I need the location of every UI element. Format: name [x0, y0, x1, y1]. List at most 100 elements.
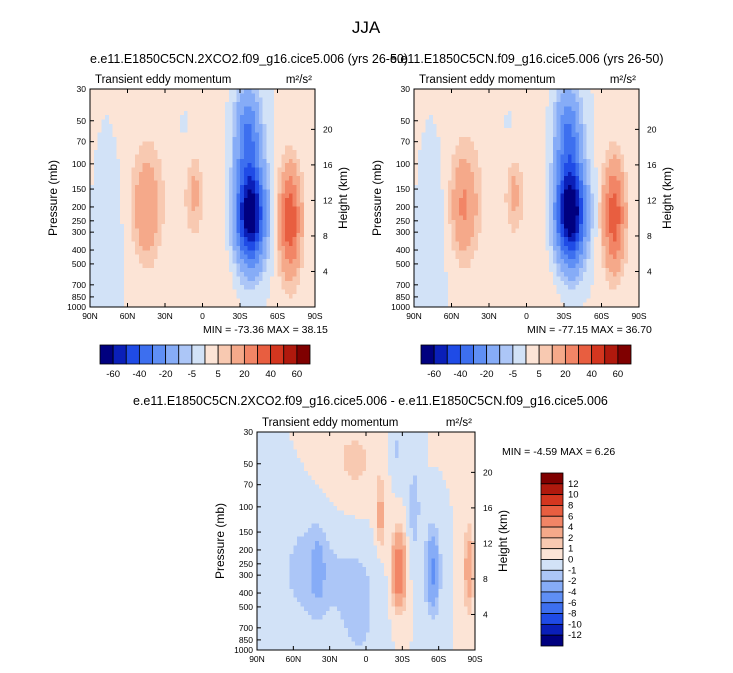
- field-cell: [292, 298, 297, 304]
- field-cell: [620, 115, 625, 121]
- field-cell: [277, 123, 282, 129]
- field-cell: [101, 211, 106, 217]
- field-cell: [183, 280, 189, 286]
- field-cell: [131, 89, 136, 94]
- field-cell: [247, 285, 252, 291]
- field-cell: [90, 93, 95, 99]
- field-cell: [243, 241, 249, 247]
- field-cell: [444, 176, 449, 182]
- field-cell: [530, 97, 535, 103]
- field-cell: [187, 198, 192, 203]
- field-cell: [221, 280, 226, 286]
- field-cell: [236, 158, 241, 164]
- field-cell: [97, 193, 102, 199]
- field-cell: [519, 97, 524, 103]
- field-cell: [421, 93, 426, 99]
- field-cell: [285, 211, 290, 217]
- field-cell: [549, 171, 554, 177]
- field-cell: [447, 132, 453, 138]
- field-cell: [228, 89, 234, 94]
- field-cell: [150, 158, 155, 164]
- field-cell: [202, 93, 207, 99]
- field-cell: [135, 259, 140, 264]
- field-cell: [112, 263, 117, 269]
- field-cell: [195, 245, 200, 251]
- field-cell: [232, 89, 237, 94]
- field-cell: [609, 158, 614, 164]
- field-cell: [127, 150, 132, 155]
- field-cell: [206, 115, 211, 121]
- field-cell: [108, 167, 114, 173]
- field-cell: [541, 198, 546, 203]
- field-cell: [616, 110, 621, 116]
- field-cell: [232, 163, 237, 169]
- field-cell: [97, 145, 102, 151]
- field-cell: [176, 206, 181, 212]
- field-cell: [202, 184, 207, 190]
- field-cell: [597, 202, 603, 208]
- field-cell: [511, 102, 516, 108]
- field-cell: [108, 250, 114, 256]
- field-cell: [459, 119, 464, 125]
- field-cell: [504, 167, 509, 173]
- field-cell: [273, 250, 279, 256]
- field-cell: [187, 163, 192, 169]
- field-cell: [232, 198, 237, 203]
- field-cell: [526, 145, 531, 151]
- field-cell: [417, 141, 423, 147]
- field-cell: [511, 163, 516, 169]
- field-cell: [191, 93, 196, 99]
- field-cell: [93, 293, 99, 299]
- field-cell: [251, 93, 256, 99]
- field-cell: [515, 219, 520, 225]
- field-cell: [526, 97, 531, 103]
- field-cell: [236, 237, 241, 243]
- field-cell: [564, 150, 569, 155]
- field-cell: [180, 211, 185, 217]
- field-cell: [116, 267, 121, 273]
- field-cell: [266, 206, 271, 212]
- field-cell: [292, 285, 297, 291]
- field-cell: [195, 228, 200, 234]
- field-cell: [251, 158, 256, 164]
- field-cell: [303, 202, 309, 208]
- field-cell: [240, 167, 245, 173]
- field-cell: [481, 158, 486, 164]
- field-cell: [292, 128, 297, 134]
- field-cell: [466, 215, 471, 221]
- field-cell: [183, 302, 189, 308]
- field-cell: [228, 128, 234, 134]
- field-cell: [225, 215, 230, 221]
- field-cell: [519, 211, 524, 217]
- field-cell: [444, 132, 449, 138]
- field-cell: [586, 154, 591, 160]
- field-cell: [157, 136, 162, 142]
- field-cell: [500, 141, 505, 147]
- field-cell: [300, 237, 305, 243]
- field-cell: [605, 154, 610, 160]
- field-cell: [300, 245, 305, 251]
- field-cell: [522, 132, 528, 138]
- field-cell: [225, 280, 230, 286]
- field-cell: [101, 141, 106, 147]
- field-cell: [93, 102, 99, 108]
- field-cell: [285, 102, 290, 108]
- field-cell: [541, 119, 546, 125]
- field-cell: [210, 128, 215, 134]
- field-cell: [116, 123, 121, 129]
- field-cell: [451, 145, 456, 151]
- field-cell: [157, 176, 162, 182]
- field-cell: [105, 276, 110, 282]
- field-cell: [97, 128, 102, 134]
- field-cell: [436, 189, 441, 195]
- field-cell: [142, 128, 147, 134]
- field-cell: [590, 115, 595, 121]
- field-cell: [90, 110, 95, 116]
- field-cell: [270, 171, 275, 177]
- field-cell: [108, 180, 114, 186]
- field-cell: [97, 150, 102, 155]
- field-cell: [504, 163, 509, 169]
- field-cell: [127, 254, 132, 260]
- field-cell: [567, 215, 573, 221]
- field-cell: [492, 167, 498, 173]
